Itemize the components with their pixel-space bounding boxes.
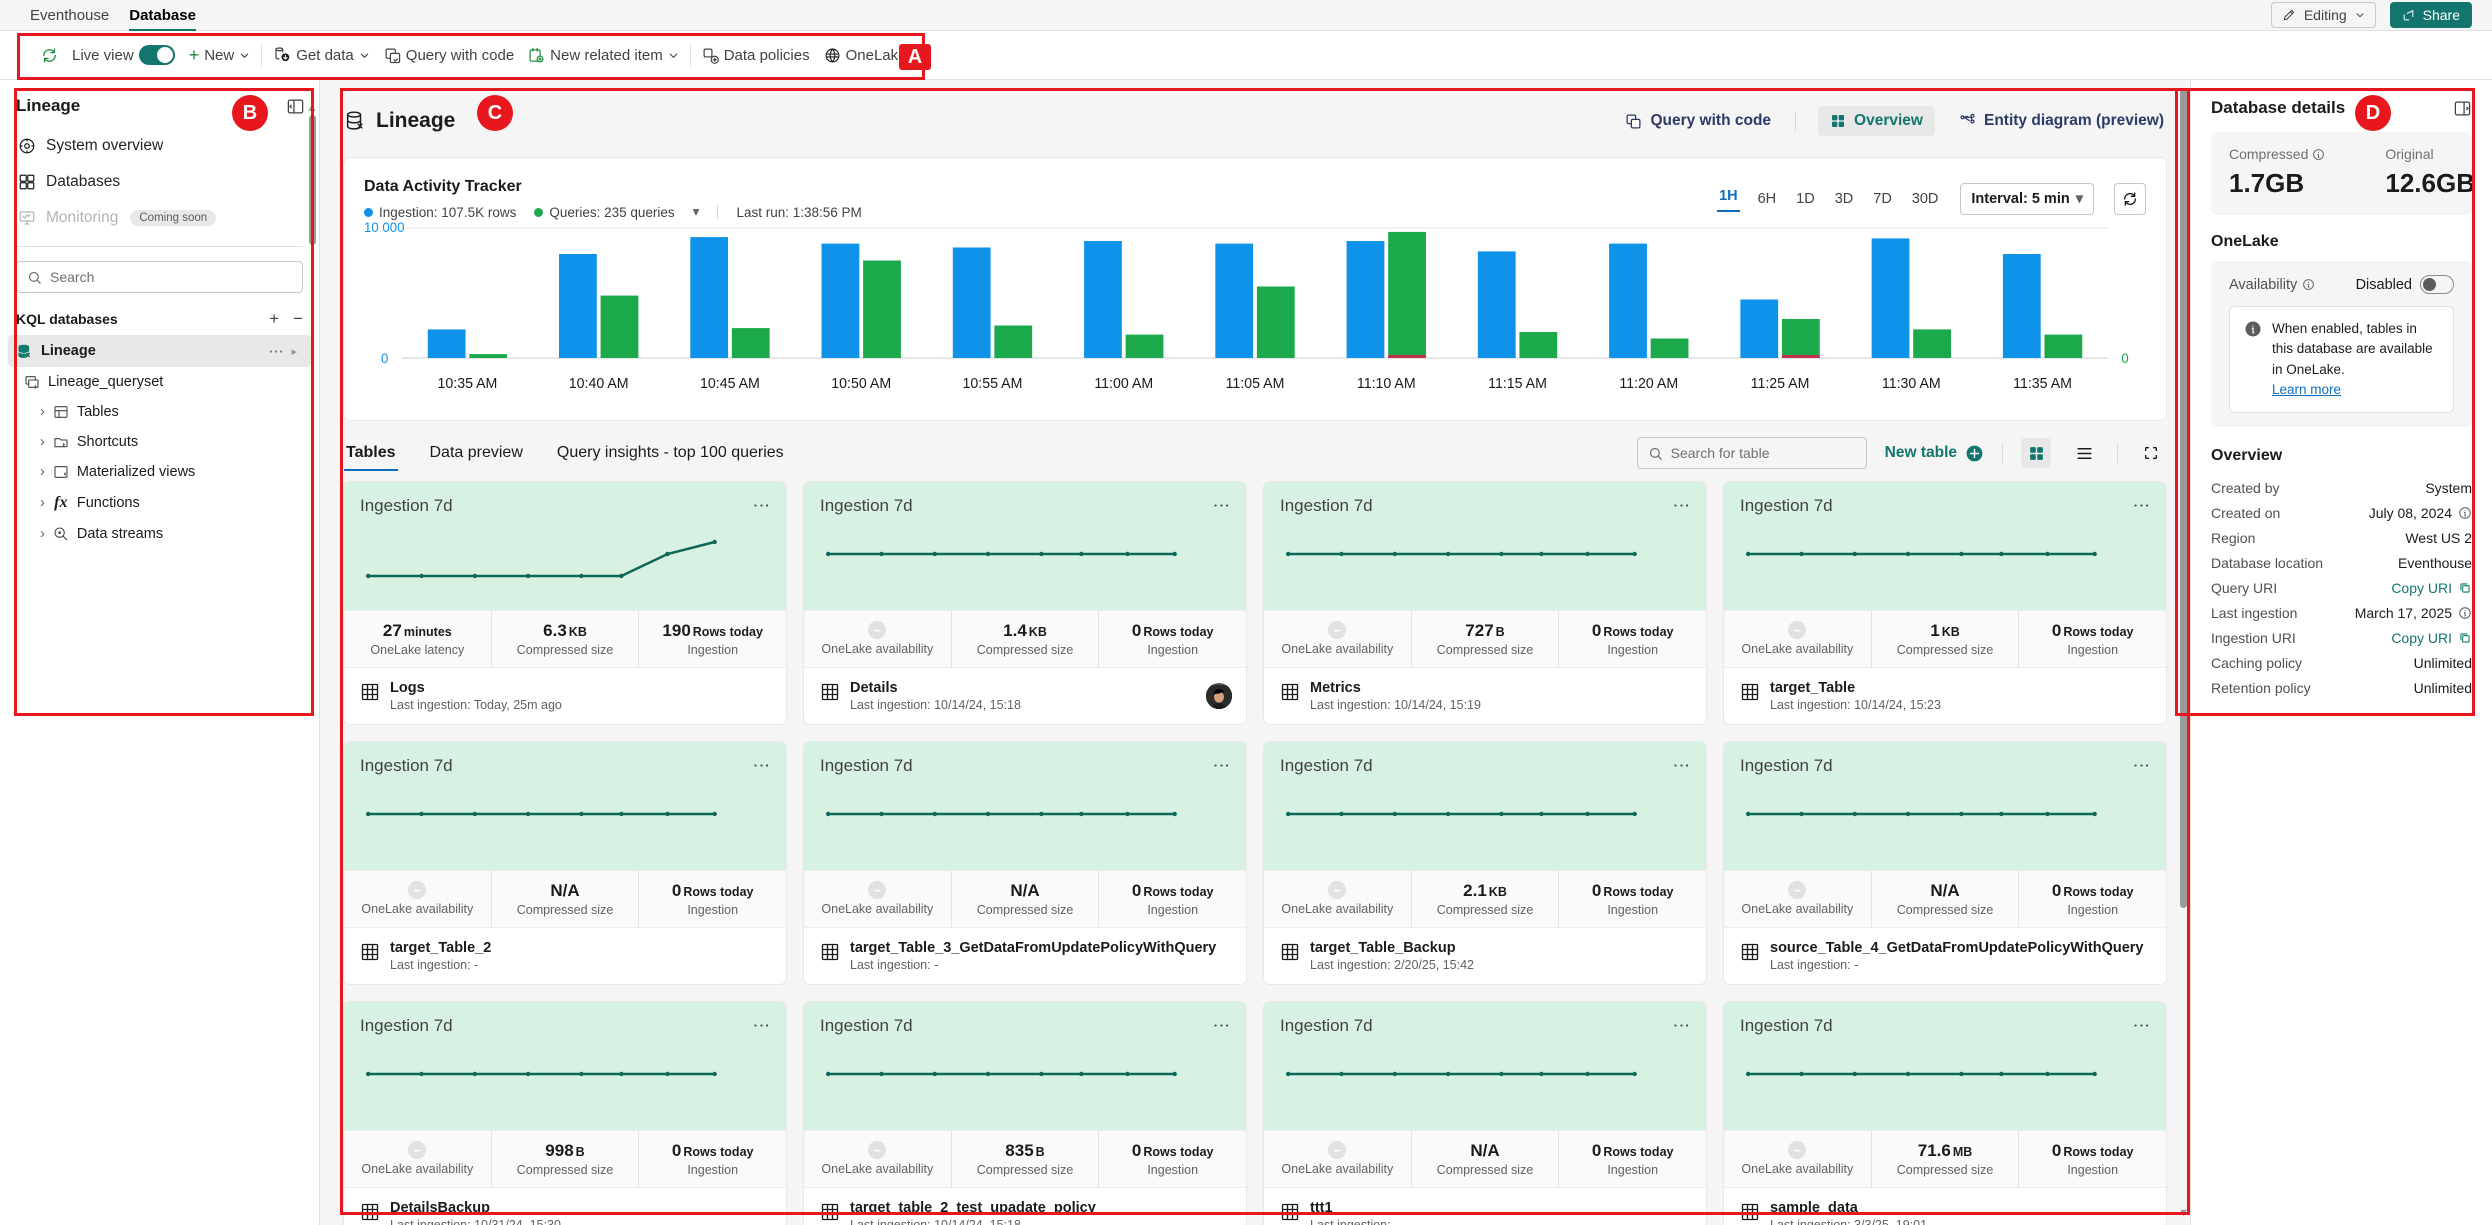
svg-text:10:40 AM: 10:40 AM — [569, 376, 629, 392]
svg-text:11:25 AM: 11:25 AM — [1751, 376, 1810, 392]
svg-text:11:00 AM: 11:00 AM — [1094, 376, 1153, 392]
svg-text:10:45 AM: 10:45 AM — [700, 376, 760, 392]
svg-text:0: 0 — [2121, 351, 2129, 366]
svg-text:11:05 AM: 11:05 AM — [1226, 376, 1285, 392]
svg-text:11:15 AM: 11:15 AM — [1488, 376, 1547, 392]
svg-text:11:30 AM: 11:30 AM — [1882, 376, 1941, 392]
svg-text:10:35 AM: 10:35 AM — [438, 376, 498, 392]
svg-text:10:50 AM: 10:50 AM — [831, 376, 891, 392]
svg-text:11:20 AM: 11:20 AM — [1619, 376, 1678, 392]
svg-text:10 000: 10 000 — [364, 220, 405, 235]
svg-text:11:35 AM: 11:35 AM — [2013, 376, 2072, 392]
svg-text:11:10 AM: 11:10 AM — [1357, 376, 1416, 392]
svg-text:0: 0 — [381, 351, 389, 366]
svg-text:10:55 AM: 10:55 AM — [963, 376, 1023, 392]
